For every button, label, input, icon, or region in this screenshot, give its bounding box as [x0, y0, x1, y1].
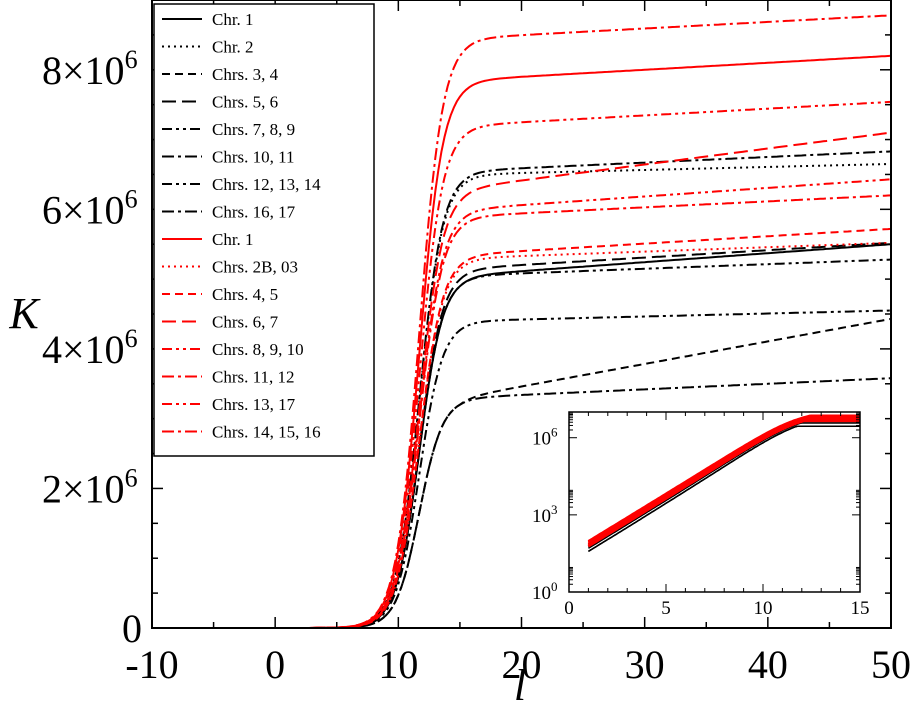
legend-label: Chr. 1	[212, 230, 254, 249]
series-line-5	[287, 150, 892, 629]
legend-label: Chr. 1	[212, 10, 254, 29]
legend-label: Chrs. 8, 9, 10	[212, 340, 304, 359]
inset-series-line	[587, 416, 860, 545]
x-tick-label: 30	[625, 642, 665, 687]
series-line-15	[287, 14, 892, 629]
series-line-2	[287, 317, 892, 629]
series-line-10	[287, 227, 892, 629]
legend-label: Chrs. 11, 12	[212, 368, 295, 387]
y-tick-label: 6×106	[42, 184, 138, 232]
inset-y-tick-label: 106	[532, 425, 558, 450]
x-tick-label: -10	[125, 642, 178, 687]
x-tick-label: 40	[748, 642, 788, 687]
legend-label: Chrs. 13, 17	[212, 395, 296, 414]
legend-label: Chrs. 4, 5	[212, 285, 278, 304]
series-line-12	[287, 178, 892, 629]
inset-series-line	[587, 414, 860, 543]
y-axis-tick-labels: 0 2×106 4×106 6×106 8×106	[42, 45, 142, 651]
legend-label: Chr. 2	[212, 38, 254, 57]
x-axis-tick-labels: -10 0 10 20 30 40 50	[125, 642, 911, 687]
legend-label: Chrs. 6, 7	[212, 313, 279, 332]
legend: Chr. 1 Chr. 2 Chrs. 3, 4 Chrs. 5, 6 Chrs. 7,…	[153, 3, 375, 457]
inset-background	[569, 412, 860, 592]
inset-x-tick-label: 0	[564, 598, 574, 619]
inset-chart: 0 5 10 15 100 103 106	[532, 411, 870, 619]
legend-label: Chrs. 7, 8, 9	[212, 120, 295, 139]
series-line-4	[287, 258, 892, 629]
series-line-7	[287, 377, 892, 629]
series-line-13	[287, 194, 892, 629]
series-line-14	[287, 100, 892, 629]
inset-series-line	[587, 418, 860, 547]
y-tick-label: 4×106	[42, 324, 138, 372]
legend-label: Chrs. 3, 4	[212, 65, 279, 84]
legend-label: Chrs. 12, 13, 14	[212, 175, 321, 194]
legend-label: Chrs. 2B, 03	[212, 258, 298, 277]
x-tick-label: 20	[502, 642, 542, 687]
main-plot-curves	[287, 14, 892, 629]
x-tick-label: 0	[265, 642, 285, 687]
x-tick-label: 10	[378, 642, 418, 687]
series-line-6	[287, 309, 892, 629]
inset-series-line	[587, 422, 860, 549]
legend-box	[153, 3, 375, 457]
inset-x-tick-label: 5	[661, 598, 671, 619]
inset-x-tick-label: 10	[754, 598, 773, 619]
inset-series-line	[587, 425, 860, 553]
inset-y-tick-label: 100	[532, 579, 558, 604]
legend-label: Chrs. 14, 15, 16	[212, 423, 321, 442]
x-axis-label: l	[514, 661, 526, 709]
legend-label: Chrs. 5, 6	[212, 93, 278, 112]
y-tick-label: 2×106	[42, 463, 138, 511]
inset-x-tick-label: 15	[851, 598, 870, 619]
inset-axis-ticks	[568, 412, 861, 593]
inset-y-tick-label: 103	[532, 502, 558, 527]
y-tick-label: 8×106	[42, 45, 138, 93]
y-axis-label: K	[8, 289, 41, 338]
legend-label: Chrs. 10, 11	[212, 148, 295, 167]
inset-frame	[568, 411, 861, 593]
inset-x-tick-labels: 0 5 10 15	[564, 598, 869, 619]
inset-y-tick-labels: 100 103 106	[532, 425, 558, 604]
y-tick-label: 0	[122, 606, 142, 651]
legend-label: Chrs. 16, 17	[212, 203, 296, 222]
inset-curves	[587, 414, 860, 553]
x-tick-label: 50	[871, 642, 911, 687]
